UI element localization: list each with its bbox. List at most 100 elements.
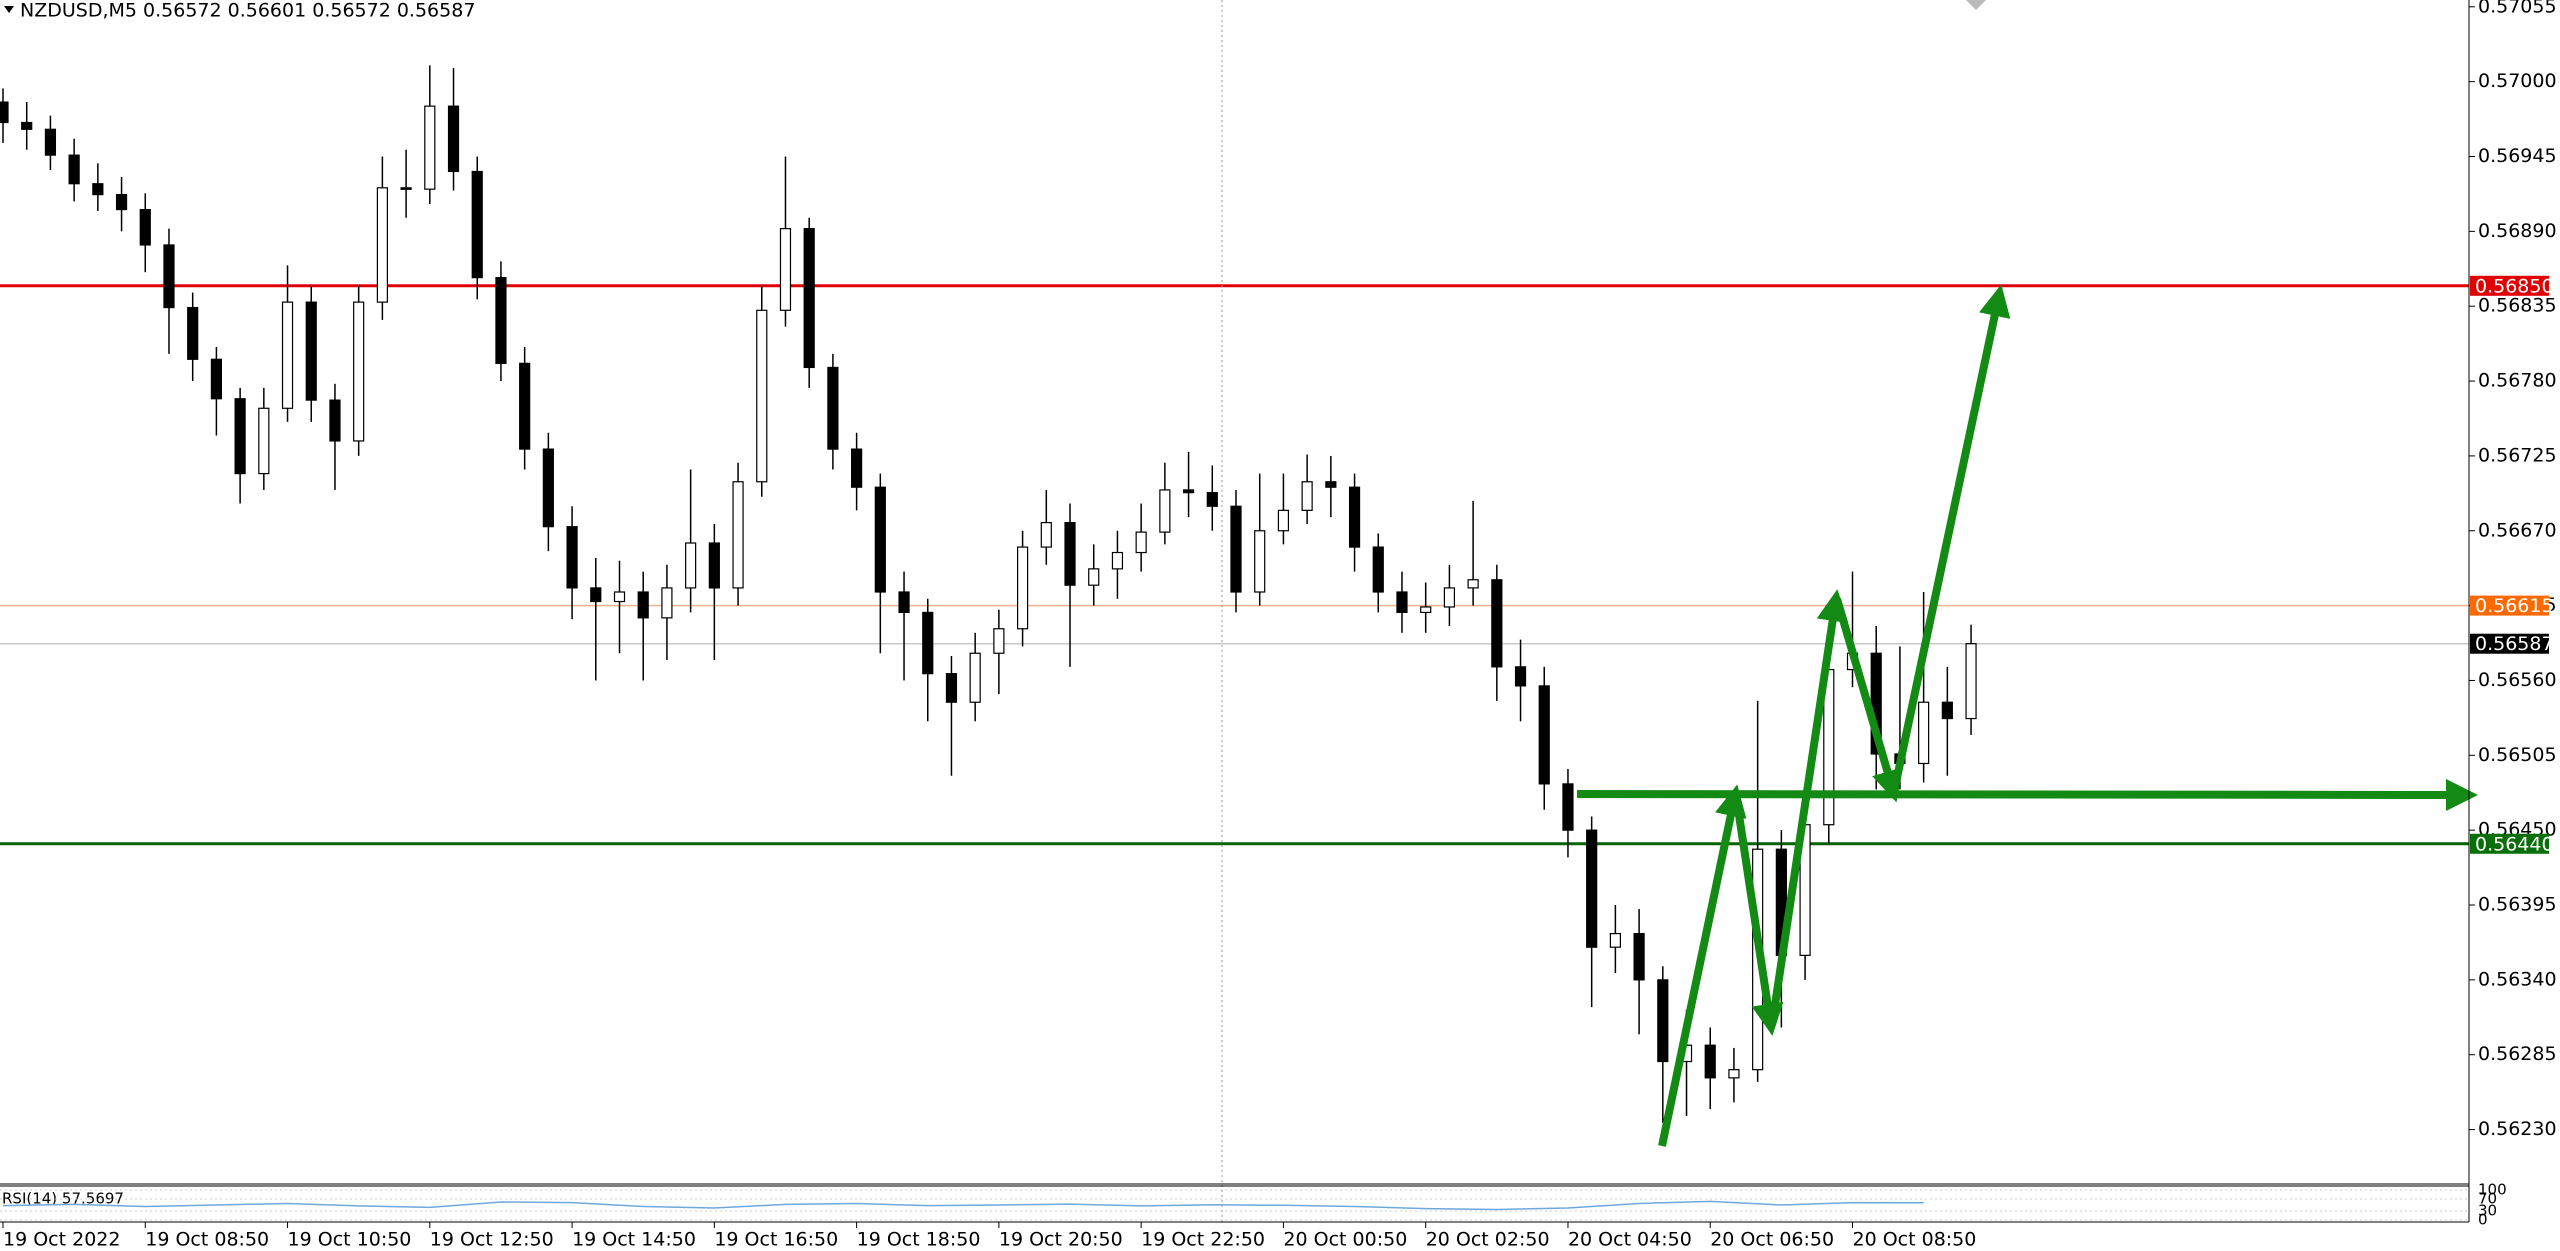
candle-body (92, 183, 104, 196)
candle-body (1467, 579, 1479, 589)
rsi-tick-label: 100 (2478, 1181, 2507, 1199)
candle-body (1277, 509, 1290, 532)
candle-body (1443, 587, 1456, 608)
x-tick-label: 19 Oct 16:50 (714, 1229, 838, 1251)
x-tick-label: 19 Oct 2022 (3, 1229, 120, 1251)
candle-body (44, 128, 57, 156)
candle-body (1514, 666, 1527, 687)
x-tick-label: 19 Oct 10:50 (288, 1229, 412, 1251)
x-tick-label: 19 Oct 22:50 (1141, 1229, 1265, 1251)
candle-body (732, 481, 744, 589)
candle-body (1159, 489, 1171, 533)
candle-body (827, 366, 839, 450)
candle-body (803, 228, 815, 369)
y-tick-label: 0.56230 (2478, 1118, 2557, 1140)
x-tick-label: 19 Oct 08:50 (145, 1229, 269, 1251)
candle-body (945, 673, 958, 703)
candle-body (400, 187, 412, 190)
y-tick-label: 0.56890 (2478, 220, 2557, 242)
candle-body (1491, 579, 1503, 668)
candle-body (1016, 546, 1029, 630)
x-tick-label: 19 Oct 14:50 (572, 1229, 696, 1251)
candle-body (1206, 492, 1218, 507)
candle-body (1396, 591, 1408, 614)
price-label-box (2470, 833, 2549, 854)
rsi-tick-label: 70 (2478, 1190, 2497, 1208)
candle-body (519, 362, 531, 450)
candle-body (424, 105, 436, 190)
candle-body (187, 306, 199, 360)
x-tick-label: 20 Oct 02:50 (1426, 1229, 1550, 1251)
candle-body (115, 194, 128, 211)
candle-body (234, 398, 246, 475)
price-label: 0.56587 (2475, 633, 2554, 655)
candle-body (1182, 489, 1195, 494)
y-tick-label: 0.57055 (2478, 0, 2557, 17)
chart-header: NZDUSD,M5 0.56572 0.56601 0.56572 0.5658… (20, 0, 475, 22)
y-tick-label: 0.56560 (2478, 669, 2557, 691)
y-tick-label: 0.56395 (2478, 894, 2557, 916)
candle-body (613, 591, 626, 603)
candle-body (1704, 1044, 1716, 1079)
x-tick-label: 20 Oct 04:50 (1568, 1229, 1692, 1251)
y-tick-label: 0.56835 (2478, 295, 2557, 317)
candle-body (1728, 1069, 1740, 1079)
candle-body (1609, 932, 1621, 948)
price-label: 0.56440 (2475, 833, 2554, 855)
candle-body (68, 154, 80, 185)
candle-body (1538, 685, 1550, 785)
candle-body (1135, 531, 1147, 554)
candle-body (685, 542, 697, 589)
x-tick-label: 20 Oct 06:50 (1710, 1229, 1834, 1251)
candle-body (1230, 505, 1242, 593)
candle-body (1420, 606, 1432, 614)
candle-body (0, 101, 9, 124)
candle-body (1254, 530, 1266, 593)
candle-body (1325, 481, 1337, 488)
candle-body (1348, 486, 1361, 548)
annotation-arrows (1576, 284, 2478, 1147)
candle-body (210, 358, 223, 400)
candle-body (21, 121, 33, 130)
candle-body (163, 244, 175, 309)
candle-body (708, 542, 720, 589)
y-tick-label: 0.56505 (2478, 744, 2557, 766)
y-tick-label: 0.56725 (2478, 444, 2557, 466)
candle-body (471, 170, 483, 279)
candle-body (1586, 829, 1598, 948)
candle-body (661, 587, 673, 619)
price-label-box (2470, 633, 2549, 654)
candle-body (1918, 701, 1930, 765)
marker-diamond (1966, 0, 1986, 10)
candle-body (756, 309, 768, 483)
candle-body (139, 208, 151, 246)
candle-body (281, 301, 294, 409)
candle-body (851, 448, 863, 488)
candle-body (922, 611, 934, 675)
candle-body (329, 399, 341, 442)
candle-body (495, 277, 507, 364)
x-tick-label: 20 Oct 08:50 (1853, 1229, 1977, 1251)
candle-body (1965, 643, 1977, 720)
candle-body (969, 652, 981, 703)
rsi-tick-label: 30 (2478, 1202, 2497, 1220)
candle-body (1941, 701, 1953, 720)
rsi-line (2, 1200, 1924, 1211)
x-tick-label: 19 Oct 18:50 (857, 1229, 981, 1251)
candle-body (566, 526, 578, 589)
y-tick-label: 0.56670 (2478, 519, 2557, 541)
candle-body (305, 301, 317, 401)
candle-body (258, 407, 270, 475)
candle-body (1064, 521, 1076, 586)
candle-body (637, 591, 649, 619)
x-tick-label: 19 Oct 20:50 (999, 1229, 1123, 1251)
rsi-label: RSI(14) 57.5697 (2, 1190, 124, 1208)
candle-body (590, 587, 602, 603)
candle-body (1372, 546, 1384, 593)
candle-body (898, 591, 910, 614)
y-tick-label: 0.56285 (2478, 1043, 2557, 1065)
candle-body (874, 486, 886, 593)
y-tick-label: 0.56780 (2478, 370, 2557, 392)
x-tick-label: 19 Oct 12:50 (430, 1229, 554, 1251)
